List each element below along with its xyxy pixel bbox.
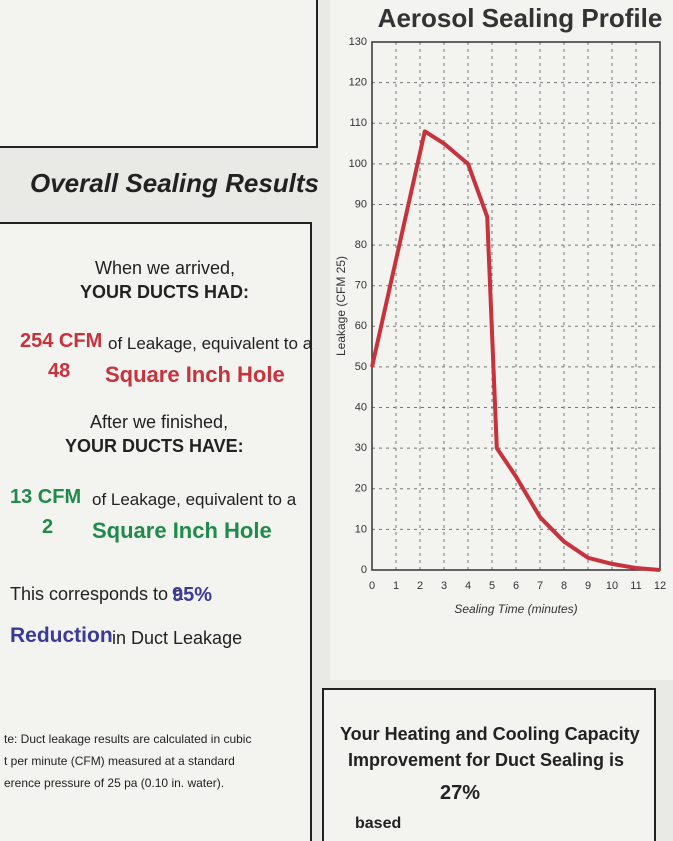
y-axis-label: Leakage (CFM 25) xyxy=(334,256,348,356)
y-tick-label: 100 xyxy=(349,158,367,170)
chart: Aerosol Sealing Profile 0102030405060708… xyxy=(330,0,673,680)
x-tick-label: 11 xyxy=(630,580,641,592)
y-tick-label: 50 xyxy=(355,361,367,373)
text: YOUR DUCTS HAD: xyxy=(80,282,249,303)
x-tick-label: 6 xyxy=(513,580,519,592)
text: YOUR DUCTS HAVE: xyxy=(65,436,244,457)
value: 13 CFM xyxy=(10,486,81,509)
value: 27% xyxy=(440,782,480,805)
y-tick-label: 30 xyxy=(355,442,367,454)
text: This corresponds to a xyxy=(10,584,183,605)
text: of Leakage, equivalent to a xyxy=(108,334,312,354)
chart-title: Aerosol Sealing Profile xyxy=(378,3,663,33)
y-tick-label: 60 xyxy=(355,320,367,332)
y-tick-label: 20 xyxy=(355,483,367,495)
top-box xyxy=(0,0,318,148)
x-tick-label: 5 xyxy=(489,580,495,592)
y-tick-label: 10 xyxy=(355,523,367,535)
x-axis-label: Sealing Time (minutes) xyxy=(454,602,577,616)
value: 2 xyxy=(42,516,53,539)
value: 95% xyxy=(172,584,212,607)
x-tick-label: 3 xyxy=(441,580,447,592)
value: 254 CFM xyxy=(20,330,102,353)
text: Square Inch Hole xyxy=(92,518,272,544)
y-tick-label: 90 xyxy=(355,198,367,210)
x-tick-label: 7 xyxy=(537,580,543,592)
text: Improvement for Duct Sealing is xyxy=(348,750,624,771)
y-tick-label: 120 xyxy=(349,77,367,89)
y-tick-label: 0 xyxy=(361,564,367,576)
y-tick-label: 70 xyxy=(355,280,367,292)
heading: Overall Sealing Results xyxy=(30,168,319,199)
x-tick-label: 2 xyxy=(417,580,423,592)
text: in Duct Leakage xyxy=(112,628,242,649)
text: Square Inch Hole xyxy=(105,362,285,388)
y-tick-label: 40 xyxy=(355,401,367,413)
text: of Leakage, equivalent to a xyxy=(92,490,296,510)
x-tick-label: 8 xyxy=(561,580,567,592)
text: When we arrived, xyxy=(95,258,235,279)
x-tick-label: 9 xyxy=(585,580,591,592)
note: erence pressure of 25 pa (0.10 in. water… xyxy=(4,776,224,790)
page: Overall Sealing Results When we arrived,… xyxy=(0,0,673,841)
x-tick-label: 1 xyxy=(393,580,399,592)
y-tick-label: 130 xyxy=(349,36,367,48)
x-tick-label: 0 xyxy=(369,580,375,592)
y-tick-label: 110 xyxy=(349,117,367,129)
x-tick-label: 12 xyxy=(654,580,666,592)
text: Your Heating and Cooling Capacity xyxy=(340,724,640,745)
text: based xyxy=(355,815,401,833)
text: Reduction xyxy=(10,624,113,648)
text: After we finished, xyxy=(90,412,228,433)
x-tick-label: 10 xyxy=(606,580,618,592)
note: te: Duct leakage results are calculated … xyxy=(4,732,251,746)
chart-bg xyxy=(330,0,673,680)
note: t per minute (CFM) measured at a standar… xyxy=(4,754,235,768)
y-tick-label: 80 xyxy=(355,239,367,251)
x-tick-label: 4 xyxy=(465,580,471,592)
value: 48 xyxy=(48,360,70,383)
